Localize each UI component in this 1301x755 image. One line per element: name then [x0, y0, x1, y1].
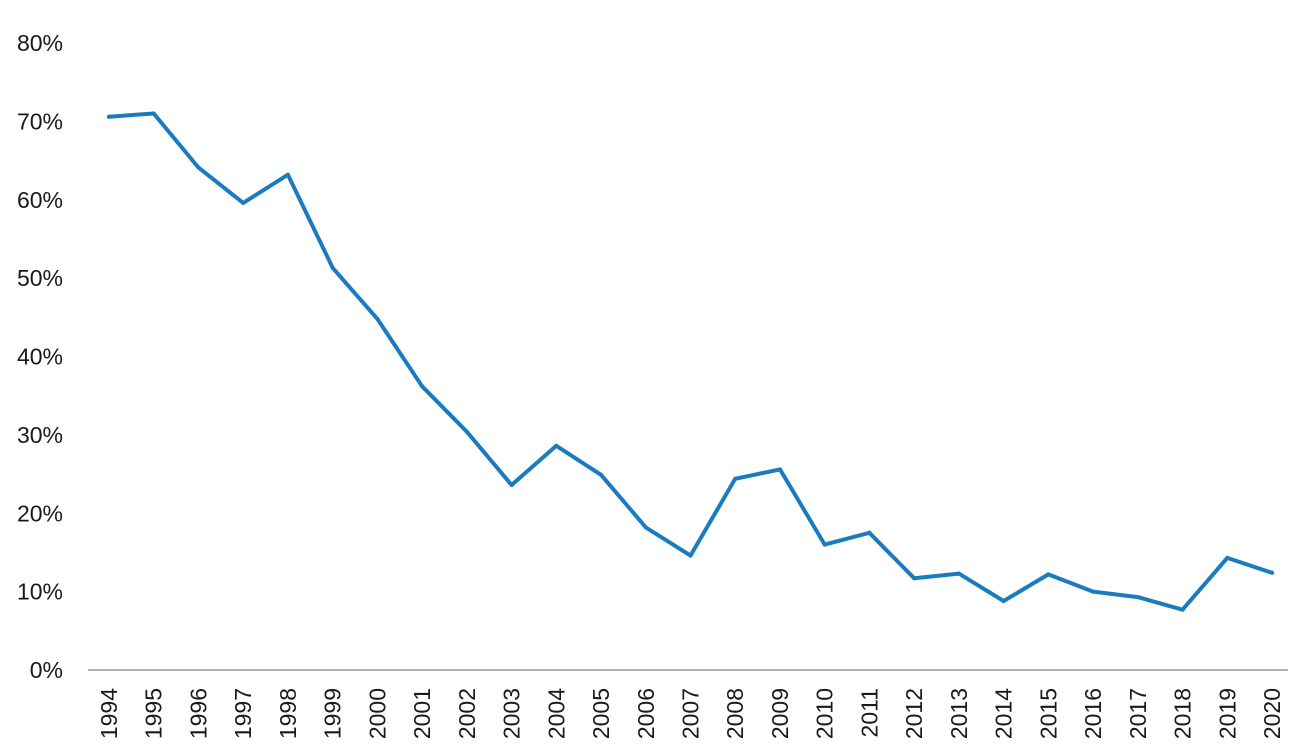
- x-tick-label: 2005: [588, 688, 614, 739]
- x-tick-label: 2010: [812, 688, 838, 739]
- x-tick-label: 2020: [1259, 688, 1285, 739]
- y-tick-label: 20%: [17, 500, 63, 526]
- data-point: [554, 443, 559, 448]
- data-point: [1091, 589, 1096, 594]
- data-point: [1225, 555, 1230, 560]
- data-point: [107, 114, 111, 119]
- series-layer: [107, 111, 1274, 612]
- data-point: [420, 384, 425, 389]
- x-tick-label: 1996: [185, 688, 211, 739]
- data-point: [330, 265, 335, 270]
- x-tick-label: 2014: [991, 688, 1017, 739]
- x-tick-label: 1997: [230, 688, 256, 739]
- data-point: [1270, 570, 1274, 575]
- data-point: [733, 476, 738, 481]
- x-tick-label: 2008: [722, 688, 748, 739]
- data-point: [509, 483, 514, 487]
- y-tick-label: 70%: [17, 108, 63, 134]
- x-tick-label: 2017: [1125, 688, 1151, 739]
- x-tick-label: 1995: [141, 688, 167, 739]
- x-tick-label: 2006: [633, 688, 659, 739]
- x-tick-label: 2015: [1035, 688, 1061, 739]
- x-tick-label: 2000: [364, 688, 390, 739]
- x-tick-label: 2018: [1170, 688, 1196, 739]
- y-axis-labels: 0% 10% 20% 30% 40% 50% 60% 70% 80%: [17, 30, 63, 683]
- y-tick-label: 60%: [17, 187, 63, 213]
- data-point: [822, 542, 827, 547]
- data-point: [285, 172, 290, 177]
- x-axis-labels: 1994 1995 1996 1997 1998 1999 2000 2001 2002 2003…: [96, 688, 1285, 739]
- x-tick-label: 2016: [1080, 688, 1106, 739]
- x-tick-label: 2011: [856, 688, 882, 737]
- data-point: [867, 530, 872, 535]
- data-point: [196, 165, 201, 170]
- x-tick-label: 2001: [409, 688, 435, 739]
- data-point: [1135, 595, 1140, 600]
- data-point: [643, 525, 648, 530]
- data-point: [912, 576, 917, 581]
- x-tick-label: 1999: [320, 688, 346, 739]
- x-tick-label: 2002: [454, 688, 480, 739]
- data-point: [599, 472, 603, 477]
- y-tick-label: 0%: [30, 657, 63, 683]
- data-point: [151, 111, 156, 116]
- x-tick-label: 2013: [946, 688, 972, 739]
- y-tick-label: 80%: [17, 30, 63, 56]
- x-tick-label: 2009: [767, 688, 793, 739]
- x-tick-label: 2019: [1214, 688, 1240, 739]
- data-point: [241, 200, 246, 205]
- x-tick-label: 2007: [678, 688, 704, 739]
- data-point: [956, 571, 961, 576]
- data-point: [1180, 607, 1185, 612]
- y-tick-label: 10%: [17, 579, 63, 605]
- x-tick-label: 2012: [901, 688, 927, 739]
- series-line: [107, 111, 1274, 612]
- y-tick-label: 40%: [17, 344, 63, 370]
- data-point: [1046, 572, 1051, 577]
- data-point: [1001, 599, 1006, 603]
- x-tick-label: 1998: [275, 688, 301, 739]
- y-tick-label: 30%: [17, 422, 63, 448]
- x-tick-label: 1994: [96, 688, 122, 739]
- data-point: [688, 553, 693, 558]
- x-tick-label: 2003: [499, 688, 525, 739]
- data-point: [464, 429, 469, 434]
- data-point: [778, 467, 782, 472]
- data-point: [375, 316, 380, 321]
- y-tick-label: 50%: [17, 265, 63, 291]
- x-tick-label: 2004: [543, 688, 569, 739]
